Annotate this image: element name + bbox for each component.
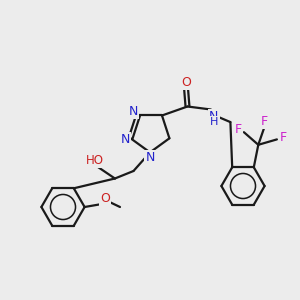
Text: N: N [121,133,130,146]
Text: F: F [235,123,242,136]
Text: F: F [261,116,268,128]
Text: N: N [145,151,155,164]
Text: O: O [100,192,110,205]
Text: F: F [279,131,286,144]
Text: N: N [129,105,138,119]
Text: H: H [210,117,218,127]
Text: HO: HO [86,154,104,167]
Text: O: O [181,76,191,89]
Text: N: N [209,110,219,123]
